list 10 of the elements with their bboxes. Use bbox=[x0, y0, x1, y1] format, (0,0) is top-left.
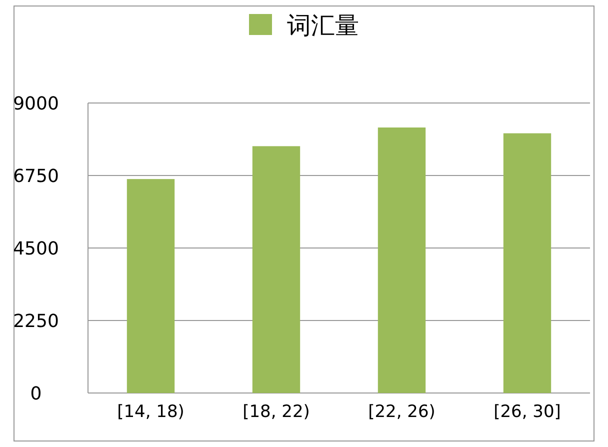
y-tick-label: 9000 bbox=[13, 93, 59, 114]
x-tick-label: [26, 30] bbox=[494, 402, 561, 422]
x-tick-label: [18, 22) bbox=[242, 402, 310, 422]
y-tick-label: 4500 bbox=[13, 238, 59, 260]
y-tick-label: 6750 bbox=[13, 166, 59, 187]
x-tick-label: [14, 18) bbox=[117, 402, 184, 422]
x-tick-label: [22, 26) bbox=[368, 402, 436, 422]
legend-label: 词汇量 bbox=[287, 11, 359, 40]
y-tick-label: 0 bbox=[30, 383, 42, 404]
y-tick-label: 2250 bbox=[13, 310, 59, 332]
